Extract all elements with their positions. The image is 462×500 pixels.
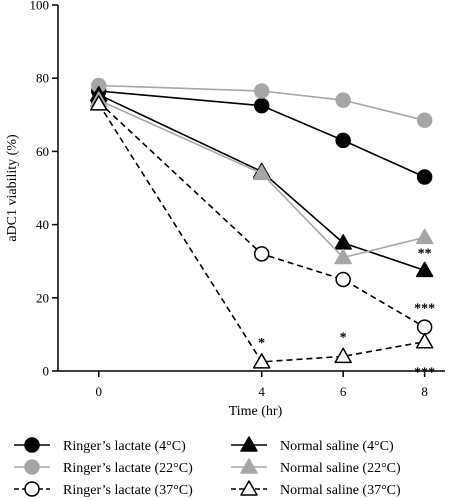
significance-annotation: ** — [418, 247, 432, 262]
y-tick-label: 60 — [36, 144, 49, 159]
data-point — [89, 95, 108, 111]
legend-label: Normal saline (4°C) — [280, 439, 394, 454]
y-tick-label: 100 — [30, 0, 50, 13]
data-point — [416, 169, 433, 185]
significance-annotation: * — [340, 331, 347, 346]
data-point — [252, 353, 271, 369]
significance-annotation: *** — [414, 301, 435, 316]
data-point — [415, 261, 434, 278]
data-point — [416, 112, 433, 129]
y-tick-label: 80 — [36, 71, 49, 86]
legend-label: Normal saline (22°C) — [280, 461, 401, 476]
legend-item: Ringer’s lactate (22°C) — [14, 459, 193, 476]
series-line — [98, 93, 425, 272]
data-point — [252, 164, 271, 181]
series-line — [98, 103, 425, 363]
x-tick-label: 4 — [258, 384, 265, 399]
series-line — [98, 99, 425, 259]
y-tick-label: 20 — [36, 290, 49, 305]
legend-marker — [24, 459, 40, 475]
legend-label: Ringer’s lactate (22°C) — [63, 461, 193, 476]
y-axis-title: aDC1 viability (%) — [5, 134, 20, 242]
series-line — [98, 84, 425, 122]
x-tick-label: 0 — [95, 384, 102, 399]
legend-item: Normal saline (4°C) — [231, 436, 394, 454]
data-point — [416, 319, 433, 335]
series-6 — [89, 95, 434, 369]
series-layer — [89, 77, 434, 369]
legend-label: Ringer’s lactate (37°C) — [63, 483, 193, 498]
data-point — [253, 97, 270, 114]
significance-annotation: * — [258, 336, 265, 351]
y-tick-label: 40 — [36, 217, 49, 232]
legend-item: Normal saline (37°C) — [231, 480, 401, 498]
x-axis-title: Time (hr) — [229, 404, 283, 419]
series-line — [98, 101, 426, 328]
legend-marker — [240, 458, 258, 474]
data-point — [335, 132, 351, 149]
axes: 0 20 40 60 80 100 0 4 6 8 Time (hr) aDC1 viability … — [5, 0, 445, 419]
data-point — [334, 347, 352, 364]
data-point — [335, 271, 351, 288]
legend-item: Normal saline (22°C) — [231, 458, 401, 476]
legend-label: Ringer’s lactate (4°C) — [63, 439, 186, 454]
series-line — [98, 90, 425, 178]
legend: Ringer’s lactate (4°C) Normal saline (4°C… — [14, 436, 401, 498]
data-point — [335, 92, 351, 108]
series-5 — [89, 91, 434, 265]
data-point — [253, 83, 270, 99]
legend-item: Ringer’s lactate (37°C) — [14, 481, 193, 498]
legend-marker — [24, 437, 40, 453]
legend-marker — [240, 436, 258, 452]
legend-marker — [240, 480, 258, 496]
data-point — [415, 332, 434, 349]
annotation-layer: * ********* — [258, 247, 435, 381]
legend-label: Normal saline (37°C) — [280, 483, 401, 498]
series-2 — [90, 77, 433, 129]
data-point — [334, 248, 352, 265]
legend-marker — [24, 481, 40, 497]
data-point — [415, 228, 434, 245]
legend-item: Ringer’s lactate (4°C) — [14, 437, 186, 454]
data-point — [253, 246, 270, 262]
series-3 — [90, 94, 433, 335]
y-tick-label: 0 — [43, 364, 50, 379]
x-tick-label: 8 — [421, 384, 428, 399]
x-tick-label: 6 — [340, 384, 347, 399]
